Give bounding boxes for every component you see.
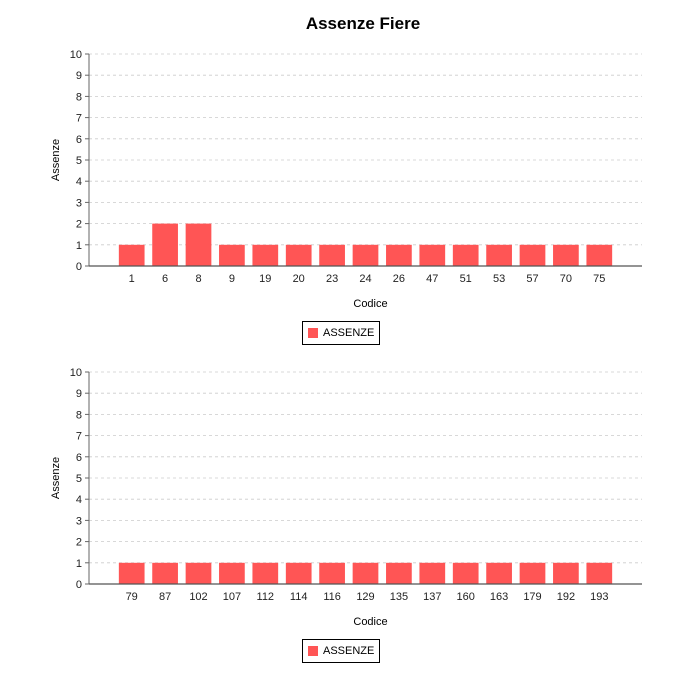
y-tick-label: 2 <box>76 219 82 231</box>
bar <box>419 562 446 584</box>
y-tick-label: 6 <box>76 452 82 464</box>
y-tick-label: 10 <box>70 367 82 379</box>
y-tick-label: 8 <box>76 409 82 421</box>
y-tick-label: 0 <box>76 579 82 591</box>
bar-chart-bottom: 0 1 2 3 4 5 6 7 8 9 10 79 87 102 107 112 114 116 129 135 137… <box>50 367 642 628</box>
x-tick-label: 102 <box>189 591 207 603</box>
x-tick-label: 135 <box>390 591 408 603</box>
bar <box>586 562 613 584</box>
x-tick-label: 1 <box>129 273 135 285</box>
bar <box>452 244 479 266</box>
x-axis-label: Codice <box>353 616 387 628</box>
bar <box>152 562 178 584</box>
y-axis-label: Assenze <box>50 457 62 499</box>
bar <box>152 223 178 266</box>
bar <box>252 244 279 266</box>
bar <box>386 244 412 266</box>
x-tick-label: 163 <box>490 591 508 603</box>
y-tick-label: 5 <box>76 155 82 167</box>
y-tick-label: 4 <box>76 494 82 506</box>
x-tick-label: 57 <box>526 273 538 285</box>
y-tick-label: 9 <box>76 70 82 82</box>
x-tick-label: 51 <box>460 273 472 285</box>
bar <box>252 562 279 584</box>
bar <box>319 562 345 584</box>
y-tick-label: 4 <box>76 176 82 188</box>
legend-label: ASSENZE <box>323 645 375 657</box>
bar <box>219 562 245 584</box>
x-tick-label: 160 <box>457 591 475 603</box>
x-tick-label: 6 <box>162 273 168 285</box>
x-tick-label: 192 <box>557 591 575 603</box>
x-tick-label: 107 <box>223 591 241 603</box>
x-tick-label: 53 <box>493 273 505 285</box>
x-tick-label: 193 <box>590 591 608 603</box>
legend-bottom: ASSENZE <box>302 639 381 663</box>
legend-top: ASSENZE <box>302 321 381 345</box>
bar <box>386 562 412 584</box>
bar <box>486 562 512 584</box>
legend-swatch-icon <box>308 646 318 656</box>
legend-label: ASSENZE <box>323 327 375 339</box>
y-tick-label: 9 <box>76 388 82 400</box>
y-tick-label: 0 <box>76 261 82 273</box>
x-tick-label: 179 <box>523 591 541 603</box>
y-tick-label: 5 <box>76 473 82 485</box>
bar <box>285 244 312 266</box>
x-tick-label: 137 <box>423 591 441 603</box>
y-tick-label: 10 <box>70 49 82 61</box>
y-tick-label: 6 <box>76 134 82 146</box>
x-tick-label: 24 <box>359 273 371 285</box>
bar <box>519 244 546 266</box>
x-tick-label: 20 <box>293 273 305 285</box>
bar <box>118 244 145 266</box>
y-tick-label: 8 <box>76 91 82 103</box>
x-tick-label: 26 <box>393 273 405 285</box>
y-tick-label: 7 <box>76 113 82 125</box>
x-tick-label: 19 <box>259 273 271 285</box>
bar <box>185 562 212 584</box>
bar <box>452 562 479 584</box>
x-tick-label: 79 <box>126 591 138 603</box>
x-tick-label: 8 <box>195 273 201 285</box>
bar <box>419 244 446 266</box>
y-tick-label: 2 <box>76 537 82 549</box>
x-tick-label: 75 <box>593 273 605 285</box>
bar <box>486 244 512 266</box>
bar <box>319 244 345 266</box>
y-tick-label: 1 <box>76 240 82 252</box>
x-tick-label: 112 <box>257 591 275 603</box>
bar <box>185 223 212 266</box>
chart-title: Assenze Fiere <box>305 14 421 33</box>
x-tick-label: 116 <box>323 591 341 603</box>
y-axis-label: Assenze <box>50 139 62 181</box>
x-tick-label: 70 <box>560 273 572 285</box>
y-tick-label: 1 <box>76 558 82 570</box>
y-tick-label: 3 <box>76 515 82 527</box>
y-tick-label: 3 <box>76 197 82 209</box>
legend-swatch-icon <box>308 328 318 338</box>
bar <box>586 244 613 266</box>
x-tick-label: 114 <box>290 591 308 603</box>
x-tick-label: 9 <box>229 273 235 285</box>
bar <box>352 562 379 584</box>
bar <box>118 562 145 584</box>
x-tick-label: 23 <box>326 273 338 285</box>
bar <box>519 562 546 584</box>
bar <box>285 562 312 584</box>
x-tick-label: 47 <box>426 273 438 285</box>
y-tick-label: 7 <box>76 431 82 443</box>
bar <box>219 244 245 266</box>
bar <box>352 244 379 266</box>
x-tick-label: 129 <box>356 591 374 603</box>
x-axis-label: Codice <box>353 298 387 310</box>
bar <box>553 244 579 266</box>
x-tick-label: 87 <box>159 591 171 603</box>
bar <box>553 562 579 584</box>
